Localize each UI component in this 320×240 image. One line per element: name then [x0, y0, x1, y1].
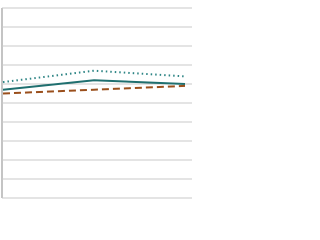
line-series — [2, 79, 186, 91]
chart — [1, 7, 192, 199]
line-series — [2, 84, 186, 95]
